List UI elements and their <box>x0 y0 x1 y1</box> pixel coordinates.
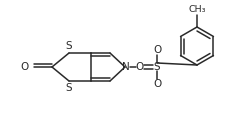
Text: S: S <box>66 83 72 93</box>
Text: N: N <box>122 62 130 72</box>
Text: O: O <box>21 62 29 72</box>
Text: S: S <box>154 62 160 72</box>
Text: O: O <box>153 79 161 89</box>
Text: O: O <box>136 62 144 72</box>
Text: O: O <box>153 45 161 55</box>
Text: S: S <box>66 41 72 51</box>
Text: CH₃: CH₃ <box>188 5 206 14</box>
